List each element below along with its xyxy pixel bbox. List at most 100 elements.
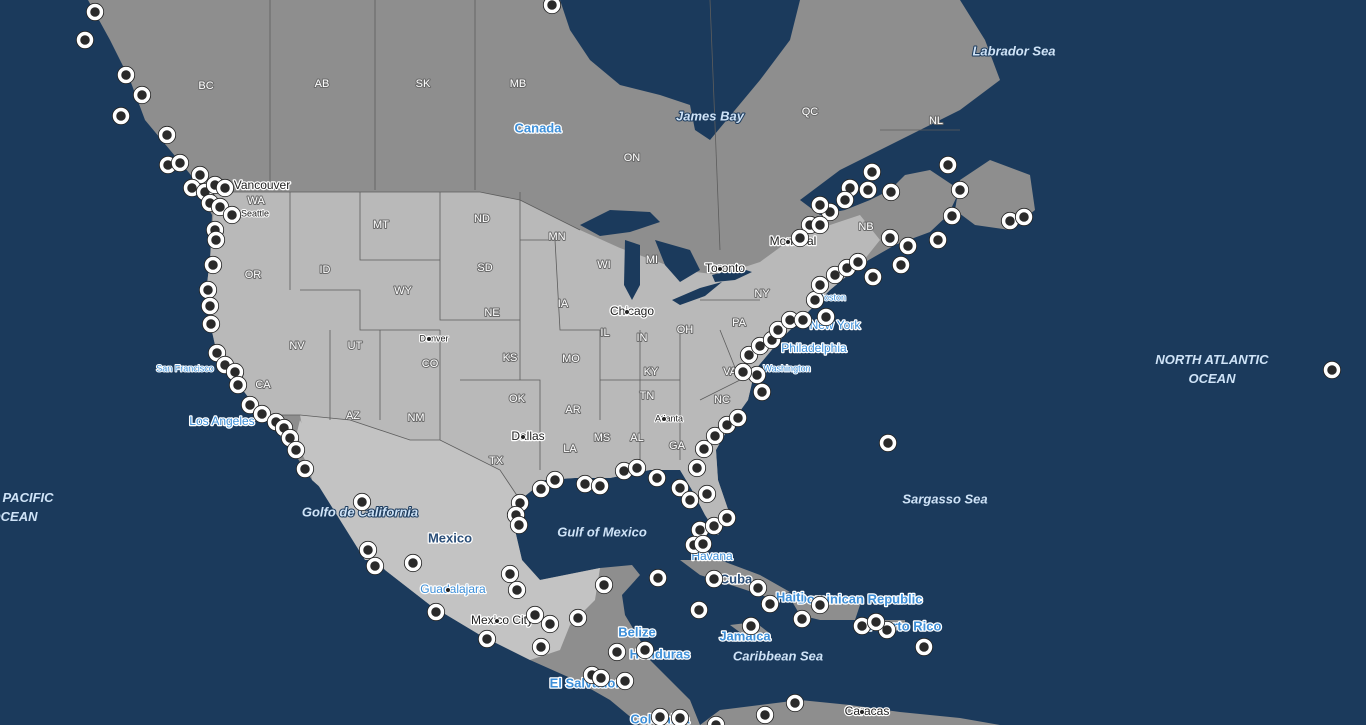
- station-marker[interactable]: [816, 307, 836, 327]
- station-marker[interactable]: [881, 182, 901, 202]
- station-marker[interactable]: [880, 228, 900, 248]
- station-marker[interactable]: [509, 515, 529, 535]
- station-marker[interactable]: [507, 580, 527, 600]
- station-marker[interactable]: [762, 330, 782, 350]
- station-marker[interactable]: [648, 568, 668, 588]
- station-marker[interactable]: [75, 30, 95, 50]
- station-marker[interactable]: [704, 569, 724, 589]
- station-marker[interactable]: [575, 474, 595, 494]
- station-marker[interactable]: [542, 0, 562, 15]
- station-marker[interactable]: [792, 609, 812, 629]
- station-marker[interactable]: [950, 180, 970, 200]
- station-marker[interactable]: [680, 490, 700, 510]
- station-marker[interactable]: [568, 608, 588, 628]
- station-marker[interactable]: [760, 594, 780, 614]
- station-marker[interactable]: [85, 2, 105, 22]
- station-marker[interactable]: [835, 190, 855, 210]
- station-marker[interactable]: [203, 255, 223, 275]
- station-marker[interactable]: [862, 162, 882, 182]
- station-marker[interactable]: [210, 197, 230, 217]
- station-marker[interactable]: [914, 637, 934, 657]
- station-marker[interactable]: [215, 178, 235, 198]
- station-marker[interactable]: [228, 375, 248, 395]
- station-marker[interactable]: [365, 556, 385, 576]
- station-marker[interactable]: [733, 362, 753, 382]
- station-marker[interactable]: [858, 180, 878, 200]
- station-marker[interactable]: [928, 230, 948, 250]
- station-marker[interactable]: [132, 85, 152, 105]
- station-marker[interactable]: [201, 314, 221, 334]
- station-marker[interactable]: [190, 165, 210, 185]
- station-marker[interactable]: [170, 153, 190, 173]
- station-marker[interactable]: [531, 479, 551, 499]
- station-marker[interactable]: [615, 671, 635, 691]
- station-marker[interactable]: [741, 616, 761, 636]
- station-marker[interactable]: [252, 404, 272, 424]
- station-marker[interactable]: [810, 215, 830, 235]
- station-marker[interactable]: [706, 715, 726, 725]
- station-marker[interactable]: [594, 575, 614, 595]
- station-marker[interactable]: [705, 426, 725, 446]
- station-marker[interactable]: [752, 382, 772, 402]
- station-marker[interactable]: [938, 155, 958, 175]
- station-marker[interactable]: [728, 408, 748, 428]
- station-marker[interactable]: [635, 640, 655, 660]
- station-marker[interactable]: [200, 296, 220, 316]
- station-marker[interactable]: [810, 595, 830, 615]
- station-marker[interactable]: [942, 206, 962, 226]
- station-marker[interactable]: [525, 605, 545, 625]
- station-marker[interactable]: [810, 195, 830, 215]
- station-marker[interactable]: [785, 693, 805, 713]
- station-marker[interactable]: [116, 65, 136, 85]
- station-marker[interactable]: [755, 705, 775, 725]
- station-marker[interactable]: [694, 439, 714, 459]
- station-marker[interactable]: [878, 433, 898, 453]
- station-marker[interactable]: [590, 476, 610, 496]
- station-marker[interactable]: [717, 508, 737, 528]
- station-marker[interactable]: [689, 600, 709, 620]
- station-marker[interactable]: [286, 440, 306, 460]
- station-marker[interactable]: [647, 468, 667, 488]
- station-marker[interactable]: [403, 553, 423, 573]
- station-marker[interactable]: [650, 707, 670, 725]
- station-marker[interactable]: [222, 205, 242, 225]
- station-marker[interactable]: [891, 255, 911, 275]
- station-marker[interactable]: [793, 310, 813, 330]
- station-marker[interactable]: [898, 236, 918, 256]
- station-marker[interactable]: [627, 458, 647, 478]
- station-marker[interactable]: [739, 345, 759, 365]
- station-marker[interactable]: [157, 125, 177, 145]
- station-marker[interactable]: [198, 280, 218, 300]
- station-marker[interactable]: [531, 637, 551, 657]
- station-marker[interactable]: [500, 564, 520, 584]
- station-marker[interactable]: [545, 470, 565, 490]
- station-marker[interactable]: [358, 540, 378, 560]
- station-marker[interactable]: [1014, 207, 1034, 227]
- station-marker[interactable]: [768, 320, 788, 340]
- station-marker[interactable]: [704, 516, 724, 536]
- station-marker[interactable]: [670, 478, 690, 498]
- station-marker[interactable]: [863, 267, 883, 287]
- station-marker[interactable]: [607, 642, 627, 662]
- station-marker[interactable]: [866, 612, 886, 632]
- station-marker[interactable]: [591, 668, 611, 688]
- station-marker[interactable]: [477, 629, 497, 649]
- station-marker[interactable]: [207, 343, 227, 363]
- station-marker[interactable]: [206, 230, 226, 250]
- station-marker[interactable]: [805, 290, 825, 310]
- station-marker[interactable]: [697, 484, 717, 504]
- station-marker[interactable]: [295, 459, 315, 479]
- station-marker[interactable]: [810, 275, 830, 295]
- station-marker[interactable]: [790, 228, 810, 248]
- station-marker[interactable]: [693, 534, 713, 554]
- station-marker[interactable]: [540, 614, 560, 634]
- station-marker[interactable]: [748, 578, 768, 598]
- station-marker[interactable]: [687, 458, 707, 478]
- station-marker[interactable]: [1322, 360, 1342, 380]
- station-marker[interactable]: [670, 708, 690, 725]
- station-marker[interactable]: [848, 252, 868, 272]
- station-marker[interactable]: [352, 492, 372, 512]
- station-marker[interactable]: [240, 395, 260, 415]
- station-marker[interactable]: [111, 106, 131, 126]
- station-marker[interactable]: [426, 602, 446, 622]
